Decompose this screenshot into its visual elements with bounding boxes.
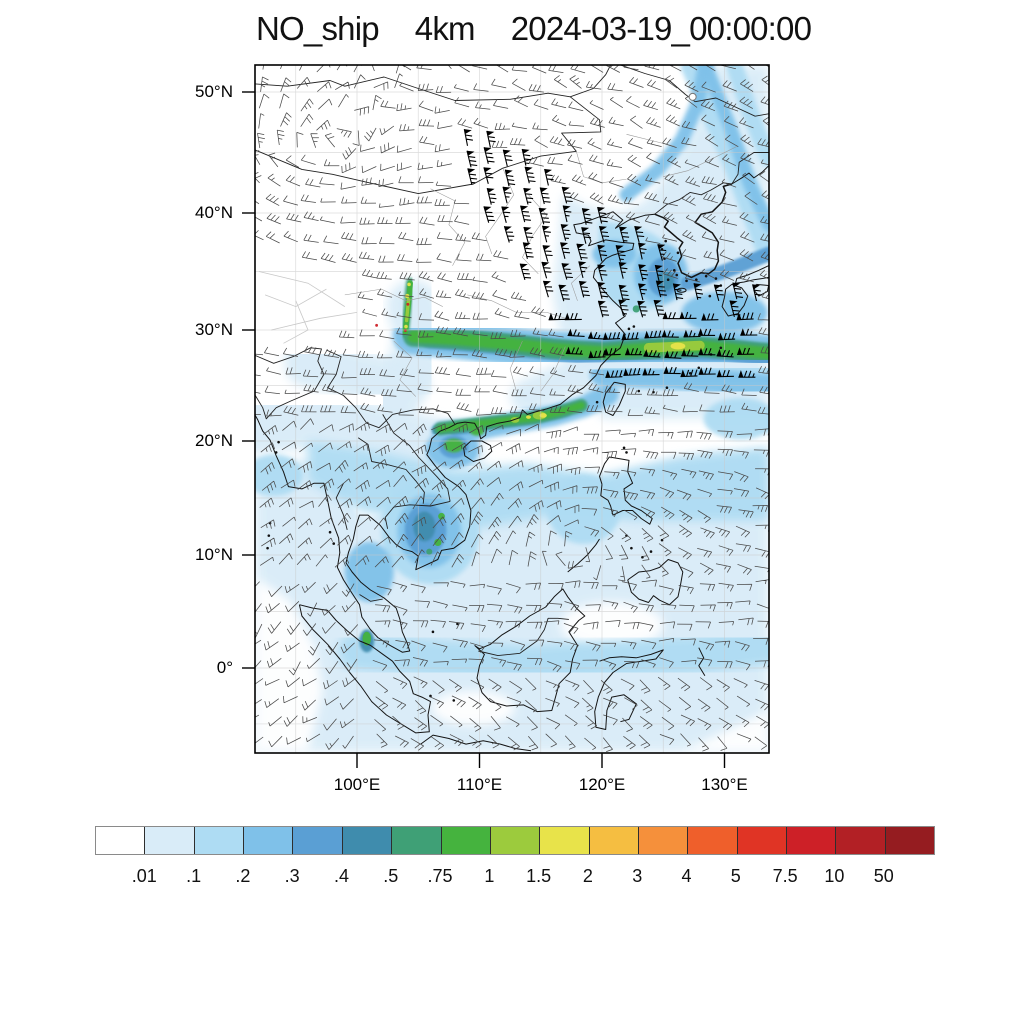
colorbar-box <box>96 827 146 854</box>
colorbar-box <box>293 827 343 854</box>
colorbar-tick-label: .5 <box>383 866 399 886</box>
colorbar-box <box>787 827 837 854</box>
colorbar-box <box>589 827 639 854</box>
title-datetime: 2024-03-19_00:00:00 <box>510 10 812 47</box>
colorbar <box>95 826 935 855</box>
colorbar-tick-label: 10 <box>824 866 845 886</box>
colorbar-box <box>194 827 245 854</box>
y-tick-label: 10°N <box>195 545 233 564</box>
colorbar-box <box>737 827 788 854</box>
y-tick-label: 30°N <box>195 320 233 339</box>
colorbar-box <box>244 827 294 854</box>
colorbar-box <box>441 827 491 854</box>
map-canvas <box>242 64 770 768</box>
y-tick-label: 50°N <box>195 82 233 101</box>
colorbar-tick-label: .01 <box>131 866 157 886</box>
colorbar-box <box>342 827 393 854</box>
colorbar-box <box>638 827 689 854</box>
x-tick-label: 130°E <box>701 775 748 794</box>
colorbar-tick-label: .2 <box>235 866 251 886</box>
colorbar-tick-label: 7.5 <box>772 866 798 886</box>
colorbar-box <box>145 827 195 854</box>
colorbar-tick-label: .75 <box>427 866 453 886</box>
colorbar-tick-label: 2 <box>582 866 593 886</box>
colorbar-box <box>885 827 935 854</box>
colorbar-tick-label: 1.5 <box>526 866 552 886</box>
colorbar-tick-label: 3 <box>632 866 643 886</box>
colorbar-box <box>392 827 442 854</box>
colorbar-tick-label: 4 <box>681 866 692 886</box>
x-tick-label: 120°E <box>578 775 626 794</box>
plot-title: NO_ship 4km 2024-03-19_00:00:00 <box>256 10 896 48</box>
y-tick-label: 0° <box>216 658 233 677</box>
colorbar-box <box>688 827 738 854</box>
colorbar-tick-label: .1 <box>186 866 202 886</box>
colorbar-box <box>490 827 541 854</box>
y-tick-label: 40°N <box>195 203 233 222</box>
x-tick-label: 110°E <box>456 775 503 794</box>
colorbar-tick-label: 50 <box>873 866 894 886</box>
x-tick-label: 100°E <box>333 775 381 794</box>
colorbar-tick-label: 1 <box>484 866 495 886</box>
colorbar-tick-label: 5 <box>730 866 741 886</box>
title-variable: NO_ship <box>256 10 380 47</box>
colorbar-tick-label: .3 <box>284 866 300 886</box>
colorbar-tick-label: .4 <box>333 866 349 886</box>
y-tick-label: 20°N <box>195 431 233 450</box>
colorbar-box <box>836 827 886 854</box>
title-resolution: 4km <box>414 10 476 47</box>
colorbar-box <box>540 827 590 854</box>
